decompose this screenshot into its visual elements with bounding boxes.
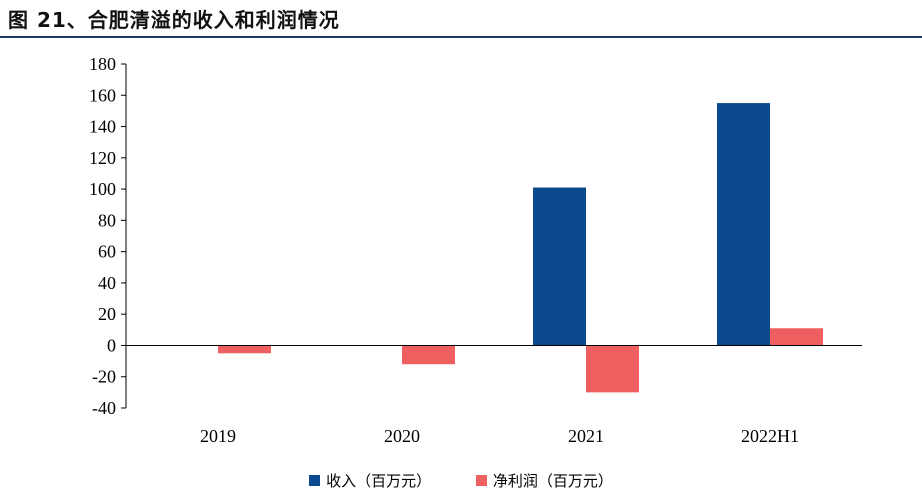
x-category-label: 2022H1 <box>741 426 799 446</box>
x-category-label: 2021 <box>568 426 604 446</box>
title-divider <box>0 36 922 38</box>
x-category-label: 2019 <box>200 426 236 446</box>
y-tick-label: -20 <box>92 367 116 387</box>
legend-swatch-net-profit <box>475 475 487 486</box>
y-tick-label: 140 <box>89 117 116 137</box>
y-tick-label: 20 <box>98 304 116 324</box>
legend-item-revenue: 收入（百万元） <box>309 470 431 491</box>
bar-net-profit-2021 <box>586 345 639 393</box>
y-tick-label: 120 <box>89 148 116 168</box>
y-tick-label: -40 <box>92 398 116 418</box>
legend-label-net-profit: 净利润（百万元） <box>492 472 613 490</box>
y-tick-label: 160 <box>89 85 116 105</box>
bar-revenue-2022h1 <box>717 103 770 346</box>
y-tick-label: 180 <box>89 54 116 74</box>
bar-net-profit-2022h1 <box>770 328 823 346</box>
chart-title: 图 21、合肥清溢的收入和利润情况 <box>8 8 340 32</box>
y-tick-label: 40 <box>98 273 116 293</box>
legend-swatch-revenue <box>309 475 321 486</box>
y-tick-label: 80 <box>98 210 116 230</box>
y-tick-label: 60 <box>98 242 116 262</box>
legend: 收入（百万元） 净利润（百万元） <box>0 470 922 491</box>
bar-net-profit-2019 <box>218 345 271 354</box>
bar-revenue-2021 <box>533 187 586 346</box>
x-category-label: 2020 <box>384 426 420 446</box>
bar-net-profit-2020 <box>402 345 455 365</box>
legend-item-net-profit: 净利润（百万元） <box>475 470 613 491</box>
bar-chart: 180 160 140 120 100 80 60 40 20 0 -20 -40 2019 2020 20… <box>89 54 862 446</box>
y-tick-label: 100 <box>89 179 116 199</box>
y-tick-label: 0 <box>107 335 116 355</box>
legend-label-revenue: 收入（百万元） <box>326 472 432 490</box>
